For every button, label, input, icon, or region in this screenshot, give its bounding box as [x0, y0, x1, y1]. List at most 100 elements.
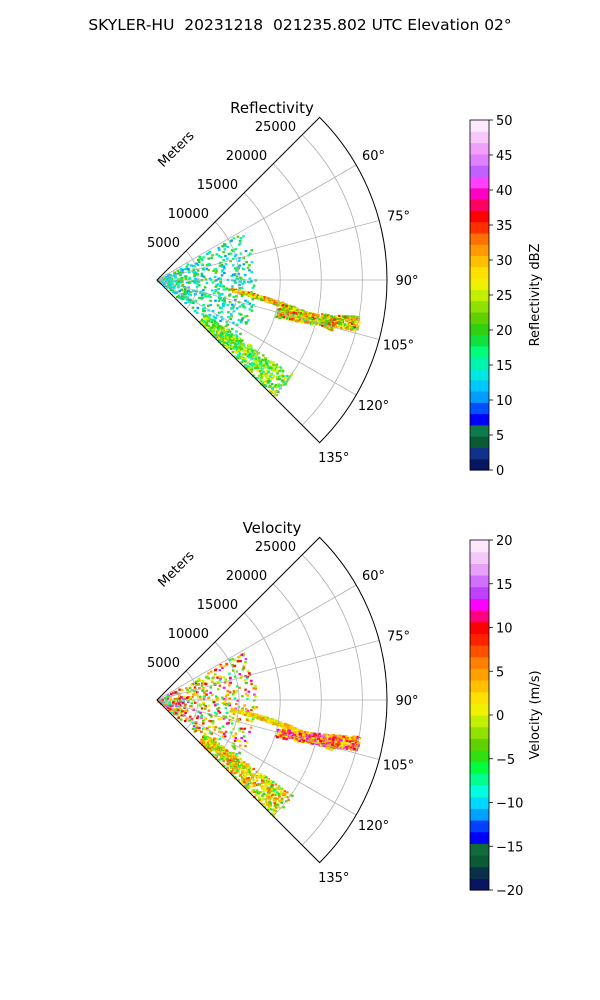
echo-gate — [215, 712, 218, 715]
echo-gate — [249, 785, 253, 788]
echo-gate — [245, 677, 249, 680]
echo-gate — [257, 783, 260, 786]
echo-gate — [268, 719, 271, 722]
echo-gate — [193, 281, 197, 284]
echo-gate — [265, 363, 269, 366]
echo-gate — [226, 766, 229, 769]
echo-gate — [234, 281, 238, 284]
echo-gate — [202, 701, 205, 704]
echo-gate — [204, 326, 207, 329]
echo-gate — [221, 338, 225, 341]
echo-gate — [297, 311, 300, 314]
echo-gate — [173, 698, 177, 701]
echo-gate — [264, 361, 268, 364]
echo-gate — [347, 322, 350, 325]
echo-gate — [206, 746, 209, 749]
echo-gate — [342, 735, 345, 738]
echo-gate — [330, 318, 333, 321]
echo-gate — [336, 317, 339, 320]
echo-gate — [286, 313, 290, 316]
echo-gate — [233, 734, 236, 737]
echo-gate — [270, 788, 274, 791]
echo-gate — [232, 310, 236, 313]
echo-gate — [322, 734, 326, 737]
echo-gate — [242, 735, 246, 738]
echo-gate — [225, 320, 229, 323]
echo-gate — [290, 314, 293, 317]
echo-gate — [202, 738, 205, 741]
echo-gate — [214, 316, 217, 319]
echo-gate — [211, 329, 214, 332]
echo-gate — [231, 658, 234, 661]
echo-gate — [271, 793, 274, 796]
echo-gate — [293, 307, 296, 310]
echo-gate — [248, 308, 252, 311]
echo-gate — [316, 739, 320, 742]
echo-gate — [336, 744, 340, 747]
echo-gate — [168, 709, 171, 712]
echo-gate — [305, 737, 309, 741]
echo-gate — [237, 771, 240, 774]
echo-gate — [179, 708, 182, 711]
echo-gate — [263, 358, 267, 362]
echo-gate — [191, 290, 195, 293]
echo-gate — [244, 688, 247, 691]
echo-gate — [229, 731, 233, 734]
echo-gate — [200, 714, 204, 717]
echo-gate — [232, 758, 236, 761]
echo-gate — [327, 742, 330, 745]
echo-gate — [325, 320, 328, 323]
echo-gate — [253, 707, 257, 710]
echo-gate — [230, 239, 233, 242]
colorbar-swatch — [470, 345, 489, 358]
echo-gate — [216, 703, 219, 706]
echo-gate — [297, 737, 301, 741]
echo-gate — [235, 334, 238, 337]
echo-layer — [157, 652, 362, 818]
echo-gate — [219, 256, 223, 259]
echo-gate — [240, 653, 244, 656]
echo-gate — [345, 739, 349, 742]
echo-gate — [262, 792, 266, 796]
echo-gate — [239, 313, 243, 316]
echo-gate — [241, 343, 244, 346]
echo-gate — [213, 743, 217, 746]
colorbar-swatch — [470, 244, 489, 257]
echo-gate — [278, 729, 281, 732]
echo-gate — [239, 341, 243, 344]
echo-gate — [261, 717, 265, 720]
echo-gate — [277, 385, 280, 388]
echo-gate — [198, 260, 201, 263]
echo-gate — [171, 285, 175, 288]
echo-gate — [215, 748, 218, 751]
echo-gate — [229, 347, 233, 350]
echo-gate — [218, 727, 221, 730]
echo-gate — [283, 382, 287, 385]
echo-gate — [220, 753, 223, 756]
echo-gate — [238, 744, 242, 747]
echo-gate — [193, 686, 197, 689]
echo-gate — [235, 702, 238, 706]
echo-gate — [210, 739, 214, 742]
range-tick-label: 15000 — [197, 598, 238, 613]
echo-gate — [222, 732, 226, 735]
echo-gate — [329, 742, 332, 745]
echo-gate — [265, 720, 268, 723]
echo-gate — [193, 275, 196, 278]
echo-gate — [235, 277, 238, 281]
echo-gate — [264, 716, 267, 719]
echo-gate — [324, 323, 327, 326]
echo-gate — [260, 295, 264, 298]
echo-gate — [210, 256, 213, 259]
echo-gate — [232, 762, 235, 765]
echo-gate — [219, 319, 222, 322]
echo-gate — [224, 715, 228, 718]
echo-gate — [230, 333, 234, 337]
echo-gate — [341, 315, 345, 318]
echo-gate — [213, 319, 216, 322]
azimuth-tick-label: 90° — [395, 274, 418, 289]
echo-gate — [267, 808, 270, 811]
echo-gate — [174, 280, 177, 283]
echo-gate — [309, 312, 312, 315]
